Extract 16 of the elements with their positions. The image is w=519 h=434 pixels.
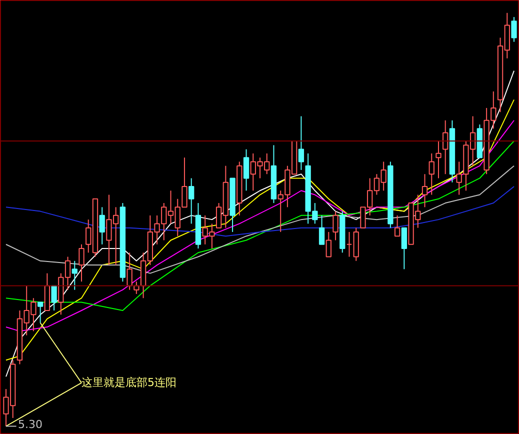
annotation: 5.30 xyxy=(18,418,42,432)
candlestick xyxy=(188,178,194,224)
candlestick xyxy=(436,140,442,179)
candlestick xyxy=(72,260,78,290)
candlestick xyxy=(428,152,434,196)
candlestick xyxy=(442,120,448,175)
candlestick xyxy=(422,174,428,208)
candlestick xyxy=(243,148,250,192)
candlestick xyxy=(236,161,242,216)
candlestick xyxy=(126,252,132,290)
candlestick xyxy=(298,116,304,170)
annotation: 这里就是底部5连阳 xyxy=(82,376,177,389)
candlestick xyxy=(388,161,394,228)
candlestick xyxy=(346,231,352,258)
candlestick xyxy=(449,120,456,183)
candlestick xyxy=(99,206,105,245)
